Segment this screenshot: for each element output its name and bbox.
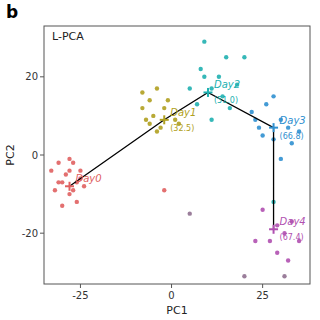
scatter-point (264, 102, 268, 106)
centroid-annotation: (66.8) (280, 132, 304, 141)
scatter-point (56, 180, 60, 184)
x-tick (171, 284, 172, 288)
scatter-point (268, 239, 272, 243)
scatter-point (49, 168, 53, 172)
day-label: Day4 (280, 216, 306, 227)
centroid-marker-v (273, 225, 275, 234)
y-axis-label: PC2 (4, 144, 17, 165)
scatter-point (198, 67, 202, 71)
scatter-point (166, 98, 170, 102)
scatter-point (279, 157, 283, 161)
scatter-point (56, 161, 60, 165)
x-axis-label: PC1 (166, 304, 187, 317)
scatter-point (224, 55, 228, 59)
scatter-point (173, 118, 177, 122)
y-tick (40, 155, 44, 156)
scatter-point (257, 125, 261, 129)
extra-point (188, 211, 192, 215)
scatter-point (188, 86, 192, 90)
centroid-marker (160, 115, 169, 124)
centroid-annotation: (32.5) (170, 124, 194, 133)
centroid-marker (203, 88, 212, 97)
scatter-point (242, 55, 246, 59)
scatter-point (144, 118, 148, 122)
scatter-point (82, 184, 86, 188)
marks (49, 39, 301, 278)
x-tick-label: -25 (72, 290, 88, 301)
scatter-point (147, 98, 151, 102)
centroid-marker-v (273, 123, 275, 132)
scatter-point (260, 208, 264, 212)
scatter-point (67, 192, 71, 196)
extra-point (282, 274, 286, 278)
scatter-point (286, 125, 290, 129)
scatter-point (71, 188, 75, 192)
scatter-point (75, 200, 79, 204)
scatter-point (209, 118, 213, 122)
series-points (249, 94, 301, 161)
y-tick-label: 0 (32, 150, 38, 161)
centroid-path (70, 92, 274, 229)
scatter-point (271, 94, 275, 98)
centroid-marker-v (207, 88, 209, 97)
scatter-point (228, 106, 232, 110)
scatter-point (155, 129, 159, 133)
day-label: Day3 (280, 115, 306, 126)
scatter-point (290, 141, 294, 145)
plot-frame (44, 26, 310, 284)
scatter-point (140, 90, 144, 94)
centroid-marker (269, 123, 278, 132)
centroid-annotation: (67.4) (280, 233, 304, 242)
x-tick (80, 284, 81, 288)
scatter-point (78, 168, 82, 172)
day-label: Day0 (76, 173, 102, 184)
scatter-point (151, 114, 155, 118)
scatter-point (202, 75, 206, 79)
day-label: Day2 (214, 79, 240, 90)
scatter-point (249, 110, 253, 114)
centroid-annotation: (51.0) (214, 96, 238, 105)
scatter-point (71, 161, 75, 165)
scatter-point (67, 168, 71, 172)
chart-title: L-PCA (52, 30, 84, 43)
x-tick-label: 25 (256, 290, 269, 301)
y-tick (40, 233, 44, 234)
scatter-point (253, 239, 257, 243)
day-label: Day1 (170, 107, 196, 118)
scatter-point (260, 133, 264, 137)
y-tick-label: 20 (25, 71, 38, 82)
extra-point (162, 188, 166, 192)
scatter-point (286, 258, 290, 262)
x-tick-label: 0 (168, 290, 174, 301)
centroid-marker-v (163, 115, 165, 124)
scatter-point (162, 106, 166, 110)
extra-point (242, 274, 246, 278)
scatter-point (64, 172, 68, 176)
scatter-point (67, 157, 71, 161)
scatter-point (275, 251, 279, 255)
centroid-marker-v (69, 182, 71, 191)
panel-label: b (6, 2, 18, 22)
scatter-point (195, 102, 199, 106)
x-tick (262, 284, 263, 288)
scatter-point (60, 204, 64, 208)
centroid-marker (65, 182, 74, 191)
scatter-point (155, 86, 159, 90)
y-tick (40, 76, 44, 77)
series-points (188, 39, 247, 122)
scatter-point (158, 125, 162, 129)
scatter-point (202, 39, 206, 43)
y-tick-label: -20 (22, 228, 38, 239)
chart: -25 0 25 -20 0 20 PC1 PC2 b Day0 Day1 (32.5) Day2 (51… (0, 0, 320, 320)
centroid-marker (269, 225, 278, 234)
scatter-point (140, 106, 144, 110)
scatter-point (53, 188, 57, 192)
scatter-point (217, 75, 221, 79)
scatter-point (147, 122, 151, 126)
